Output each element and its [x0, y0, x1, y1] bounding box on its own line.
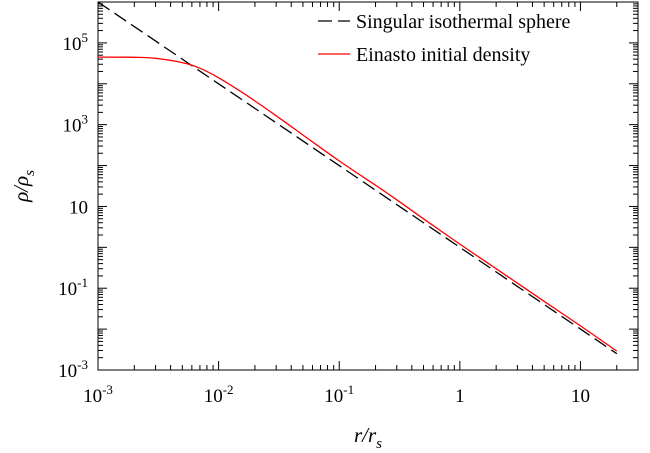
x-tick-label: 10-2: [204, 382, 234, 407]
series-line-einasto-initial-density: [98, 56, 618, 352]
x-tick-label: 1: [455, 386, 465, 407]
y-axis-label: ρ/ρs: [9, 170, 38, 203]
y-tick-label: 10: [69, 197, 88, 218]
x-tick-label: 10: [571, 386, 590, 407]
y-tick-label: 103: [63, 112, 89, 137]
y-tick-label: 10-3: [58, 357, 88, 382]
plot-frame: [97, 1, 639, 371]
legend-label-0: Singular isothermal sphere: [356, 11, 571, 33]
x-tick-label: 10-1: [324, 382, 354, 407]
y-tick-label: 10-1: [58, 275, 88, 300]
y-tick-label: 105: [63, 30, 89, 55]
x-axis-label: r/rs: [354, 423, 382, 452]
x-tick-label: 10-3: [83, 382, 113, 407]
legend-label-1: Einasto initial density: [356, 44, 530, 66]
